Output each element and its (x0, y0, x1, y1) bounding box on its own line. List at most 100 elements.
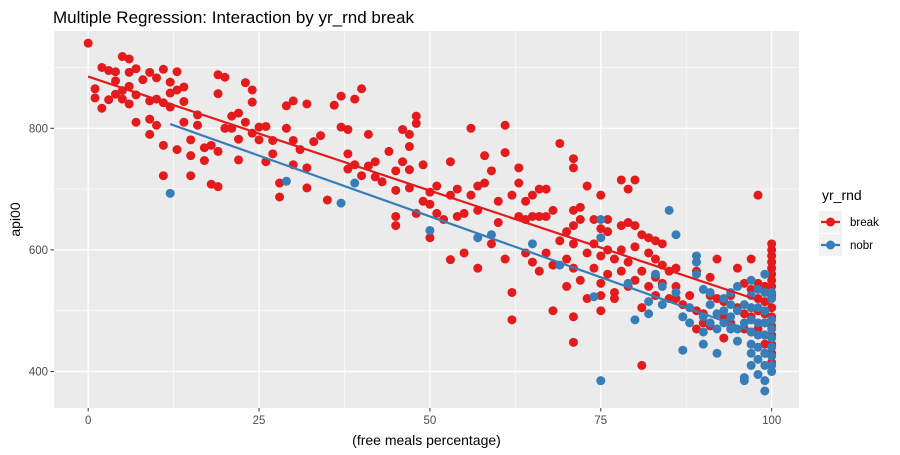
nobr-point (760, 287, 770, 297)
nobr-point (760, 348, 770, 358)
break-point (500, 148, 510, 158)
break-point (357, 171, 367, 181)
break-point (712, 254, 722, 264)
nobr-point (712, 348, 722, 358)
break-point (685, 291, 695, 301)
break-point (213, 89, 223, 99)
nobr-point (746, 303, 756, 313)
break-point (555, 236, 565, 246)
break-point (145, 67, 155, 77)
break-point (124, 54, 134, 64)
x-tick-label: 75 (594, 415, 607, 427)
break-point (609, 254, 619, 264)
nobr-point (760, 269, 770, 279)
break-point (363, 129, 373, 139)
legend-label-nobr: nobr (850, 240, 873, 252)
y-axis-ticks: 400 600 800 (29, 123, 54, 379)
break-point (336, 122, 346, 132)
break-point (568, 239, 578, 249)
break-point (152, 120, 162, 130)
break-point (432, 208, 442, 218)
break-point (111, 67, 121, 77)
nobr-point (719, 306, 729, 316)
break-point (582, 294, 592, 304)
break-point (616, 175, 626, 185)
break-point (596, 291, 606, 301)
break-point (158, 140, 168, 150)
break-point (575, 275, 585, 285)
break-point (637, 266, 647, 276)
break-point (623, 257, 633, 267)
break-point (480, 178, 490, 188)
break-point (391, 185, 401, 195)
nobr-point (657, 281, 667, 291)
break-point (657, 239, 667, 249)
break-point (637, 303, 647, 313)
break-point (281, 101, 291, 111)
break-point (288, 96, 298, 106)
break-point (493, 196, 503, 206)
break-point (486, 166, 496, 176)
break-point (220, 72, 230, 82)
break-point (138, 75, 148, 85)
break-point (165, 77, 175, 87)
break-point (589, 263, 599, 273)
break-point (275, 192, 285, 202)
break-point (630, 221, 640, 231)
x-axis-ticks: 0 25 50 75 100 (85, 408, 781, 427)
break-point (582, 248, 592, 258)
break-point (500, 254, 510, 264)
break-point (575, 215, 585, 224)
break-point (609, 294, 619, 304)
nobr-points (165, 176, 777, 396)
break-point (507, 315, 517, 325)
break-point (404, 165, 414, 175)
break-point (425, 233, 435, 243)
break-point (534, 266, 544, 276)
break-point (97, 103, 107, 113)
break-point (384, 146, 394, 156)
break-point (104, 66, 114, 76)
break-point (213, 70, 223, 80)
break-point (760, 339, 770, 349)
break-point (377, 177, 387, 187)
break-point (145, 114, 155, 124)
break-point (411, 118, 421, 128)
break-point (739, 278, 749, 288)
break-point (507, 287, 517, 297)
break-point (418, 196, 428, 206)
break-point (637, 230, 647, 240)
legend-title: yr_rnd (822, 187, 862, 203)
nobr-point (664, 205, 674, 215)
nobr-point (671, 287, 681, 297)
break-point (644, 233, 654, 243)
nobr-point (336, 198, 346, 208)
nobr-point (596, 215, 606, 224)
break-point (247, 85, 257, 95)
nobr-point (746, 348, 756, 358)
break-point (603, 215, 613, 224)
break-point (691, 324, 701, 334)
break-point (596, 278, 606, 288)
break-point (411, 111, 421, 121)
break-point (452, 184, 462, 194)
break-point (97, 62, 107, 72)
nobr-point (425, 225, 435, 235)
nobr-point (760, 306, 770, 316)
break-point (493, 218, 503, 228)
nobr-point (760, 360, 770, 370)
break-point (459, 248, 469, 258)
legend-key-point (826, 217, 835, 227)
break-point (268, 149, 278, 159)
legend: yr_rnd break nobr (819, 187, 879, 256)
break-point (336, 91, 346, 101)
break-point (596, 190, 606, 200)
break-point (302, 183, 312, 193)
nobr-fit-line (169, 122, 773, 340)
nobr-point (767, 324, 777, 334)
break-point (514, 178, 524, 188)
break-point (548, 306, 558, 316)
nobr-point (589, 292, 599, 302)
break-point (473, 263, 483, 273)
